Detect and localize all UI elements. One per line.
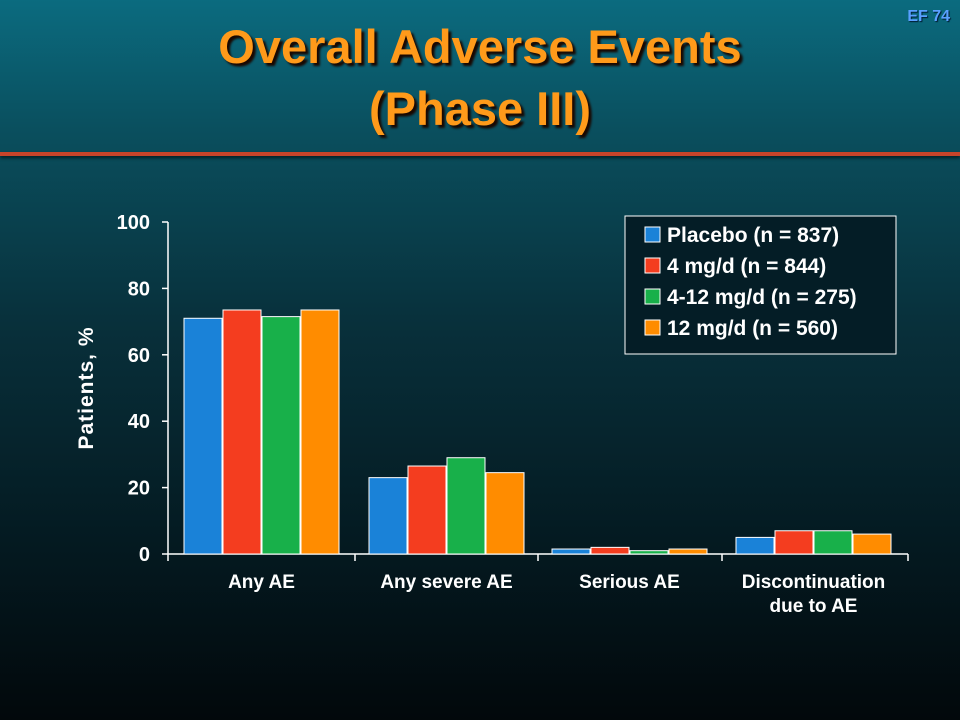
bar-4-2: [485, 472, 525, 555]
bar-4-1: [300, 309, 340, 555]
legend-label: 4 mg/d (n = 844): [667, 255, 826, 278]
category-label: Any AE: [228, 572, 295, 593]
legend-box: [624, 215, 897, 355]
title-divider: [0, 152, 960, 156]
bar-1-3: [551, 548, 591, 555]
category-label: Serious AE: [579, 572, 680, 593]
legend-swatch: [644, 288, 661, 305]
y-axis-title: Patients, %: [75, 326, 98, 449]
y-tick-label: 60: [128, 345, 150, 367]
bar-3-2: [446, 457, 486, 555]
category-label: due to AE: [770, 596, 858, 617]
legend-label: 12 mg/d (n = 560): [667, 317, 838, 340]
title-line-1: Overall Adverse Events: [218, 20, 742, 73]
bar-1-2: [368, 477, 408, 555]
slide-id: EF 74: [907, 8, 950, 25]
y-tick-label: 100: [117, 212, 150, 234]
slide-title: Overall Adverse Events (Phase III): [0, 16, 960, 140]
legend-label: Placebo (n = 837): [667, 224, 839, 247]
legend-swatch: [644, 319, 661, 336]
bar-4-3: [668, 548, 708, 555]
bar-2-3: [590, 546, 630, 555]
bar-4-4: [852, 533, 892, 555]
bar-2-2: [407, 465, 447, 555]
legend-swatch: [644, 257, 661, 274]
legend-swatch: [644, 226, 661, 243]
bar-3-1: [261, 316, 301, 555]
bar-1-4: [735, 536, 775, 555]
bar-2-1: [222, 309, 262, 555]
category-label: Any severe AE: [380, 572, 512, 593]
y-tick-label: 0: [139, 544, 150, 566]
bar-2-4: [774, 530, 814, 555]
y-tick-label: 20: [128, 478, 150, 500]
category-label: Discontinuation: [742, 572, 886, 593]
bar-3-3: [629, 550, 669, 555]
y-tick-label: 40: [128, 411, 150, 433]
legend-label: 4-12 mg/d (n = 275): [667, 286, 857, 309]
bar-1-1: [183, 317, 223, 555]
title-line-2: (Phase III): [368, 82, 591, 135]
bar-3-4: [813, 530, 853, 555]
y-tick-label: 80: [128, 278, 150, 300]
